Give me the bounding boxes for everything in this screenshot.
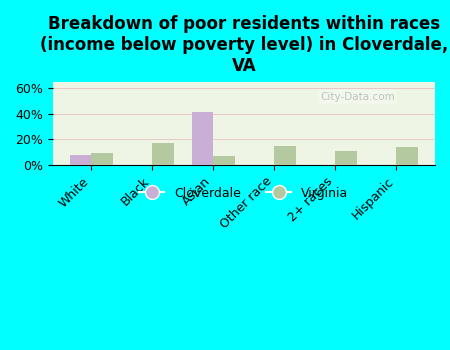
Legend: Cloverdale, Virginia: Cloverdale, Virginia [134,182,353,205]
Bar [91,154,112,165]
Bar [152,143,174,165]
Bar [192,112,213,165]
Bar [213,156,234,165]
Bar [335,151,357,165]
Title: Breakdown of poor residents within races
(income below poverty level) in Cloverd: Breakdown of poor residents within races… [40,15,448,75]
Bar [396,147,418,165]
Text: City-Data.com: City-Data.com [320,92,395,102]
Bar [274,146,296,165]
Bar [70,155,91,165]
